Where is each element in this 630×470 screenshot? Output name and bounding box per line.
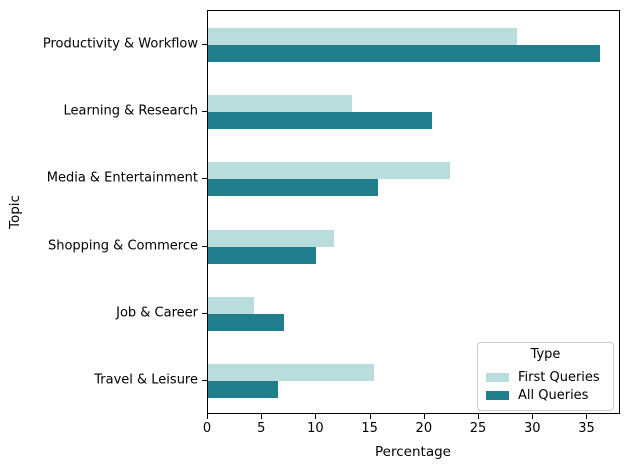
bar-first-queries bbox=[208, 230, 334, 247]
bar-all-queries bbox=[208, 314, 284, 331]
legend-row: First Queries bbox=[486, 368, 605, 386]
x-tick-mark bbox=[478, 414, 479, 419]
x-tick-label: 5 bbox=[257, 421, 266, 436]
bar-all-queries bbox=[208, 247, 316, 264]
legend-label: All Queries bbox=[518, 387, 589, 403]
x-tick-label: 30 bbox=[523, 421, 541, 436]
bar-all-queries bbox=[208, 381, 278, 398]
x-tick-label: 0 bbox=[202, 421, 212, 436]
legend: Type First Queries All Queries bbox=[477, 342, 614, 411]
x-tick-mark bbox=[586, 414, 587, 419]
y-tick-mark bbox=[202, 313, 207, 314]
x-tick-mark bbox=[424, 414, 425, 419]
bar-first-queries bbox=[208, 95, 352, 112]
x-tick-label: 15 bbox=[361, 421, 378, 436]
bar-first-queries bbox=[208, 364, 374, 381]
bar-first-queries bbox=[208, 297, 254, 314]
legend-swatch-icon bbox=[486, 372, 509, 382]
y-tick-label: Job & Career bbox=[116, 305, 198, 321]
y-axis-title: Topic bbox=[7, 195, 23, 229]
x-tick-label: 35 bbox=[578, 421, 595, 436]
y-tick-mark bbox=[202, 380, 207, 381]
x-tick-mark bbox=[315, 414, 316, 419]
y-tick-mark bbox=[202, 246, 207, 247]
x-tick-mark bbox=[532, 414, 533, 419]
x-tick-label: 25 bbox=[469, 421, 487, 436]
bar-all-queries bbox=[208, 45, 600, 62]
bar-first-queries bbox=[208, 28, 517, 45]
bar-all-queries bbox=[208, 112, 432, 129]
y-tick-label: Travel & Leisure bbox=[94, 372, 198, 388]
y-tick-mark bbox=[202, 44, 207, 45]
legend-row: All Queries bbox=[486, 386, 605, 404]
x-tick-label: 20 bbox=[415, 421, 433, 436]
y-tick-label: Productivity & Workflow bbox=[42, 36, 198, 52]
legend-label: First Queries bbox=[518, 369, 600, 385]
bar-first-queries bbox=[208, 162, 450, 179]
x-axis-title: Percentage bbox=[375, 444, 451, 460]
x-tick-mark bbox=[370, 414, 371, 419]
legend-entries: First Queries All Queries bbox=[486, 368, 605, 404]
y-tick-label: Shopping & Commerce bbox=[47, 238, 198, 254]
plot-area bbox=[207, 10, 620, 414]
x-tick-label: 10 bbox=[307, 421, 324, 436]
x-tick-mark bbox=[261, 414, 262, 419]
y-tick-mark bbox=[202, 178, 207, 179]
legend-title: Type bbox=[530, 347, 561, 362]
y-tick-mark bbox=[202, 111, 207, 112]
bar-all-queries bbox=[208, 179, 378, 196]
y-tick-label: Learning & Research bbox=[63, 103, 198, 119]
legend-swatch-icon bbox=[486, 390, 509, 400]
y-tick-label: Media & Entertainment bbox=[46, 170, 198, 186]
x-tick-mark bbox=[207, 414, 208, 419]
